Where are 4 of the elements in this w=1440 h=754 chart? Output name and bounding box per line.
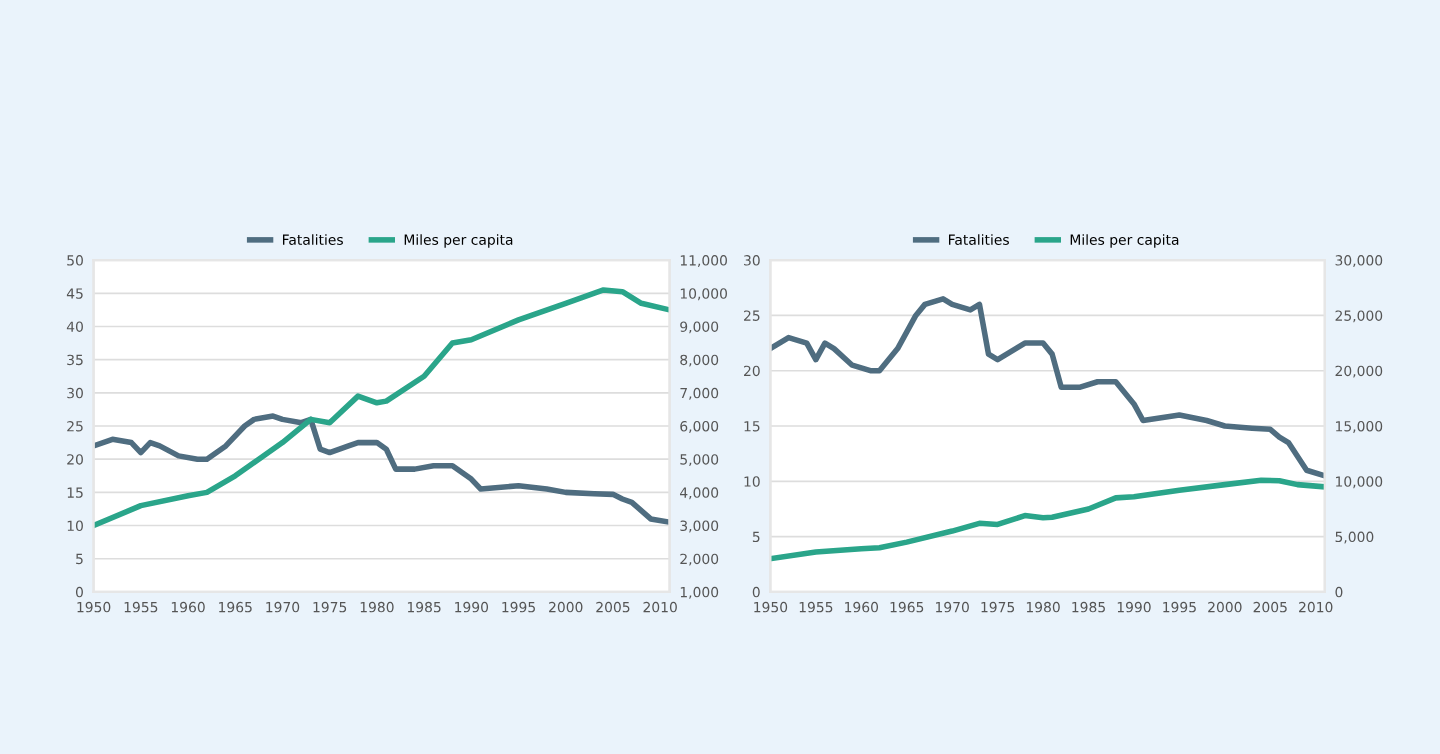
line-series — [93, 413, 670, 525]
line-series — [770, 296, 1325, 479]
line-series — [770, 477, 1325, 562]
line-series — [93, 287, 670, 529]
